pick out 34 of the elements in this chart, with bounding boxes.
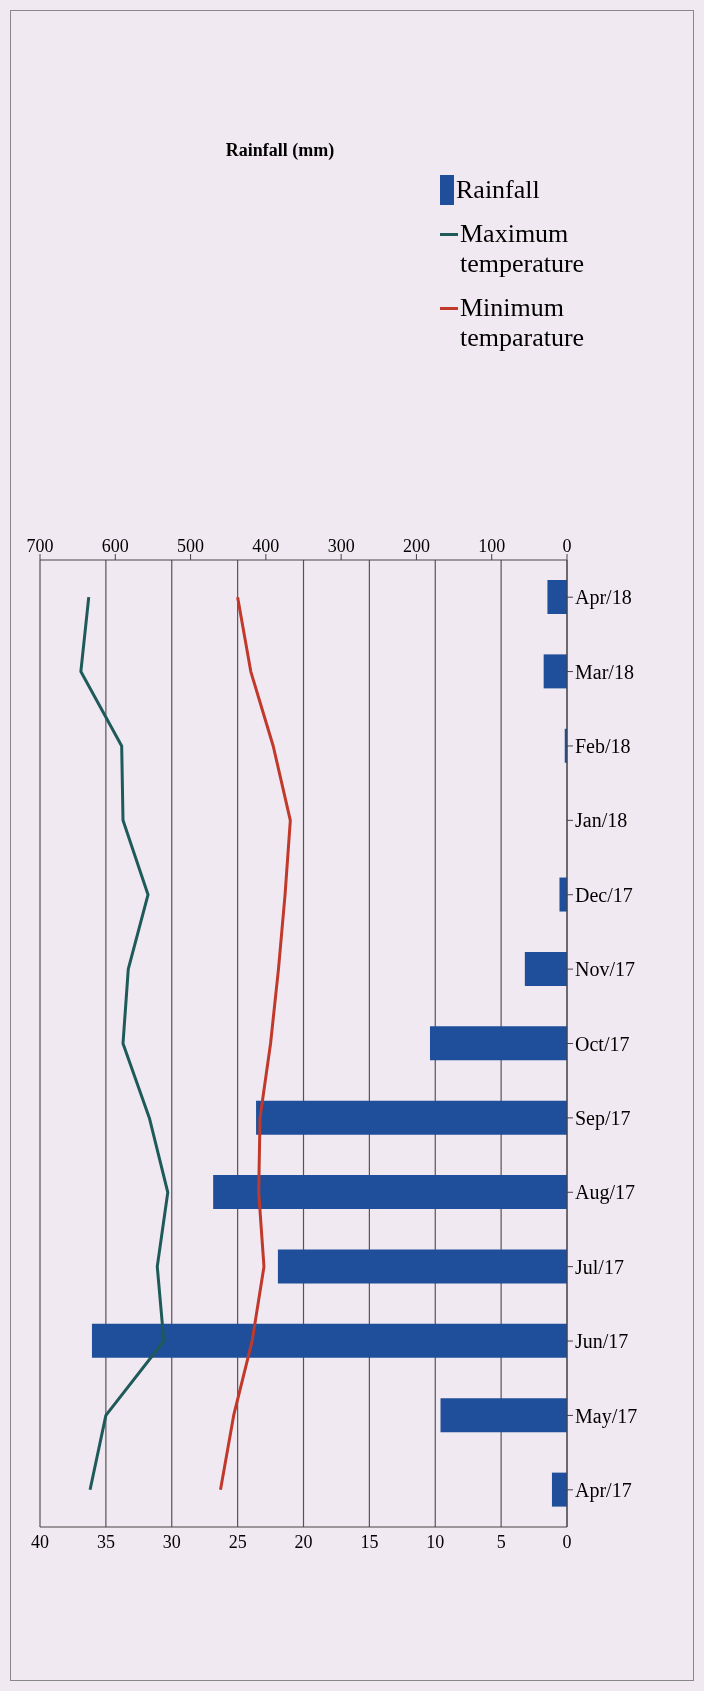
y-tick-label: Aug/17 xyxy=(575,1181,635,1205)
x2-tick-label: 200 xyxy=(402,536,430,556)
x2-tick-label: 500 xyxy=(177,536,205,556)
x-tick-label: 15 xyxy=(360,1531,379,1552)
x2-tick-label: 0 xyxy=(562,536,572,556)
y-tick-label: Sep/17 xyxy=(575,1106,631,1130)
x2-tick-label: 600 xyxy=(101,536,129,556)
y-tick-label: Apr/18 xyxy=(575,586,632,610)
y-tick-label: Dec/17 xyxy=(575,883,633,906)
x2-tick-label: 700 xyxy=(26,536,54,556)
x-tick-label: 0 xyxy=(562,1531,572,1552)
y-tick-label: Oct/17 xyxy=(575,1032,630,1055)
x-tick-label: 20 xyxy=(294,1531,313,1552)
y-tick-label: May/17 xyxy=(575,1404,638,1428)
x-tick-label: 10 xyxy=(426,1531,445,1552)
x-tick-label: 35 xyxy=(96,1531,115,1552)
x-tick-label: 40 xyxy=(31,1531,49,1552)
y-tick-label: Nov/17 xyxy=(575,958,635,981)
x2-tick-label: 100 xyxy=(478,536,506,556)
x2-tick-label: 400 xyxy=(252,536,280,556)
y-tick-label: Jan/18 xyxy=(575,809,628,832)
y-tick-label: Apr/17 xyxy=(575,1478,632,1502)
y-tick-label: Jun/17 xyxy=(575,1330,629,1353)
x2-tick-label: 300 xyxy=(327,536,355,556)
legend-label: Rainfall xyxy=(456,175,540,205)
legend-label: Minimum temparature xyxy=(460,293,586,353)
y-tick-label: Jul/17 xyxy=(575,1255,624,1278)
y-tick-label: Feb/18 xyxy=(575,735,631,758)
x-tick-label: 30 xyxy=(162,1531,181,1552)
y-tick-label: Mar/18 xyxy=(575,660,634,683)
legend-label: Maximum temperature xyxy=(460,219,586,279)
x-tick-label: 5 xyxy=(496,1531,506,1552)
x-tick-label: 25 xyxy=(228,1531,247,1552)
x2-axis-title: Rainfall (mm) xyxy=(224,140,336,161)
